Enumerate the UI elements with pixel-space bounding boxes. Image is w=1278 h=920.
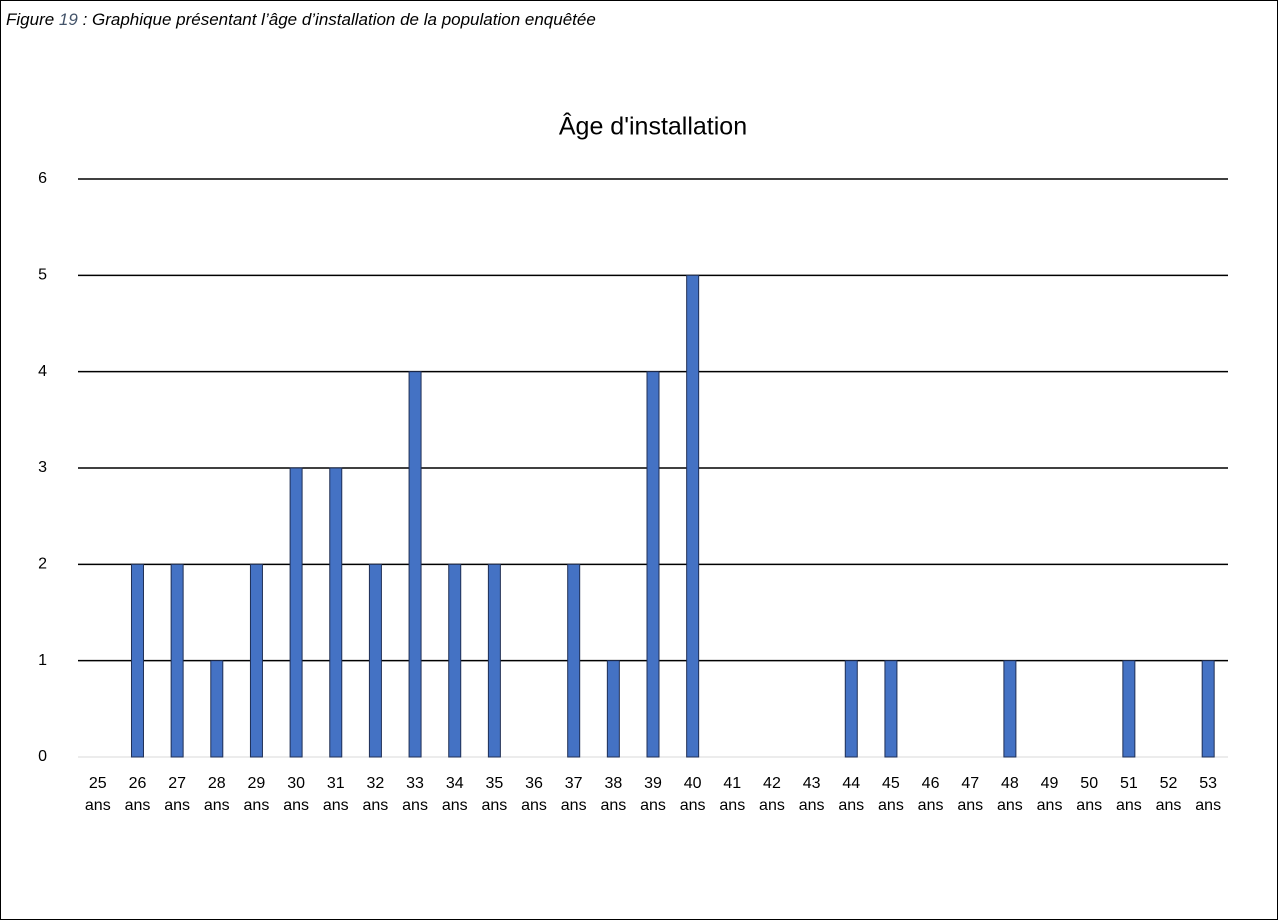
x-tick-label: 29 ans: [243, 775, 270, 814]
chart-title: Âge d'installation: [559, 112, 747, 141]
x-tick-label: 32 ans: [362, 775, 389, 814]
x-tick-label: 42 ans: [759, 775, 785, 814]
bar: [289, 467, 303, 758]
y-tick-label: 2: [38, 556, 47, 573]
x-tick-label: 39 ans: [640, 775, 666, 814]
bar: [567, 563, 581, 758]
x-tick-label: 28 ans: [203, 775, 230, 814]
bar: [487, 563, 501, 758]
x-tick-label: 33 ans: [402, 775, 428, 814]
x-tick-label: 44 ans: [838, 775, 865, 814]
x-tick-label: 25 ans: [84, 775, 111, 814]
bar: [1003, 660, 1017, 758]
x-tick-label: 47 ans: [957, 775, 984, 814]
bar: [646, 371, 660, 758]
bar: [1201, 660, 1215, 758]
bar: [368, 563, 382, 758]
x-tick-label: 53 ans: [1195, 775, 1222, 814]
x-tick-label: 51 ans: [1115, 775, 1142, 814]
x-tick-label: 35 ans: [481, 775, 508, 814]
bar: [249, 563, 263, 758]
x-tick-label: 46 ans: [917, 775, 944, 814]
bar: [844, 660, 858, 758]
x-tick-label: 36 ans: [521, 775, 547, 814]
caption-number: 19: [58, 10, 78, 29]
x-tick-label: 31 ans: [322, 775, 349, 814]
bar: [606, 660, 620, 758]
y-tick-label: 5: [38, 267, 47, 284]
bar: [329, 467, 343, 758]
x-tick-label: 26 ans: [124, 775, 151, 814]
caption: Figure 19 : Graphique présentant l’âge d…: [6, 10, 596, 30]
bar: [130, 563, 144, 758]
bar: [170, 563, 184, 758]
bar: [448, 563, 462, 758]
x-tick-label: 30 ans: [283, 775, 309, 814]
x-tick-label: 27 ans: [164, 775, 191, 814]
y-tick-label: 1: [38, 652, 47, 669]
x-tick-label: 45 ans: [878, 775, 904, 814]
bar: [686, 274, 700, 758]
x-tick-label: 50 ans: [1076, 775, 1103, 814]
x-tick-label: 38 ans: [600, 775, 627, 814]
bar: [408, 371, 422, 758]
x-tick-label: 49 ans: [1036, 775, 1063, 814]
caption-text: : Graphique présentant l’âge d’installat…: [77, 10, 596, 29]
bar: [210, 660, 224, 758]
x-tick-label: 52 ans: [1155, 775, 1182, 814]
caption-prefix: Figure: [6, 10, 59, 29]
y-tick-label: 0: [38, 748, 47, 765]
y-tick-label: 6: [38, 170, 47, 187]
x-tick-label: 48 ans: [996, 775, 1023, 814]
x-tick-label: 37 ans: [560, 775, 587, 814]
bar: [1122, 660, 1136, 758]
x-tick-label: 34 ans: [441, 775, 468, 814]
y-tick-label: 3: [38, 459, 47, 476]
x-tick-label: 43 ans: [798, 775, 825, 814]
x-tick-label: 41 ans: [719, 775, 746, 814]
bar: [884, 660, 898, 758]
y-tick-label: 4: [38, 363, 47, 380]
x-tick-label: 40 ans: [679, 775, 706, 814]
